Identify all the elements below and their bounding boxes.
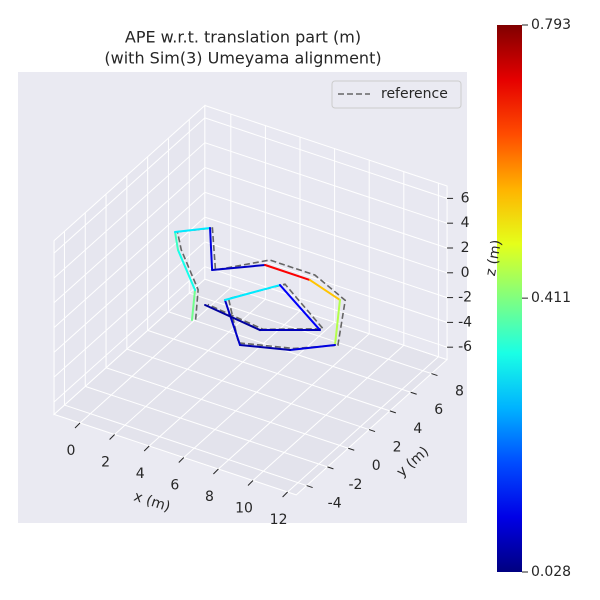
y-tick-label: 8 [455, 384, 464, 400]
grid-line [204, 216, 448, 299]
x-tick-label: 10 [235, 501, 253, 517]
grid-line [168, 311, 411, 393]
grid-line [287, 356, 439, 493]
tick-mark [282, 491, 288, 498]
y-tick-label: -4 [328, 496, 342, 512]
tick-mark [143, 445, 150, 452]
trajectory-segment [223, 284, 281, 301]
grid-line [53, 142, 206, 279]
grid-line [252, 344, 405, 481]
x-tick-label: 6 [170, 478, 179, 494]
grid-line [204, 266, 448, 348]
tick-mark [410, 391, 417, 395]
trajectory-segment [177, 248, 197, 292]
y-tick-label: 2 [393, 440, 402, 456]
grid-line [53, 117, 206, 254]
grid-line [148, 310, 301, 447]
grid-line [126, 348, 370, 431]
z-tick-label: 0 [461, 265, 470, 281]
reference-line [176, 227, 347, 350]
y-tick-label: 0 [372, 458, 381, 474]
grid-line [79, 287, 232, 424]
colorbar-tick-label: 0.028 [531, 564, 571, 580]
grid-line [218, 333, 370, 470]
tick-mark [348, 447, 355, 451]
tick-mark [213, 468, 219, 475]
trajectory-segment [264, 263, 311, 282]
grid-line [85, 385, 328, 468]
chart-subtitle: (with Sim(3) Umeyama alignment) [104, 49, 381, 68]
tick-mark [368, 429, 376, 433]
z-tick-label: -4 [458, 314, 472, 330]
tick-mark [109, 434, 115, 440]
colorbar-tick-label: 0.793 [531, 17, 571, 33]
tick-mark [431, 373, 438, 377]
trajectory-segment [174, 230, 179, 251]
trajectory-segment [209, 227, 214, 272]
y-tick-label: 4 [413, 421, 422, 437]
legend-box [331, 80, 462, 109]
colorbar [497, 25, 522, 572]
chart-title: APE w.r.t. translation part (m) [125, 28, 361, 47]
z-tick-label: 4 [461, 215, 470, 231]
grid-line [53, 266, 206, 403]
grid-line [105, 367, 349, 449]
x-tick-label: 2 [101, 455, 110, 471]
x-tick-label: 4 [136, 466, 145, 482]
trajectory-segment [223, 298, 241, 346]
trajectory-segment [204, 304, 261, 332]
grid-line [53, 241, 206, 378]
grid-line [189, 292, 432, 375]
legend-label: reference [381, 86, 448, 102]
z-tick-label: -2 [458, 290, 472, 306]
grid-line [53, 167, 206, 304]
trajectory-segment [238, 343, 292, 352]
colorbar-tick-label: 0.411 [531, 290, 571, 306]
x-tick-label: 12 [270, 512, 288, 528]
tick-mark [247, 480, 254, 486]
y-tick-label: -2 [348, 477, 362, 493]
trajectory-segment [211, 263, 267, 272]
tick-mark [178, 457, 185, 463]
trajectory-segment [190, 289, 197, 321]
tick-mark [74, 422, 81, 429]
trajectory-segment [174, 227, 212, 233]
z-axis-label: z (m) [483, 239, 505, 278]
z-tick-label: 6 [461, 190, 470, 206]
trajectory-segment [308, 279, 341, 301]
x-tick-label: 0 [67, 443, 76, 459]
grid-line [204, 167, 448, 249]
grid-line [64, 404, 307, 487]
y-tick-label: 6 [434, 402, 443, 418]
tick-mark [327, 466, 334, 470]
grid-line [183, 321, 335, 458]
grid-line [147, 329, 391, 412]
tick-mark [389, 410, 397, 414]
grid-line [204, 117, 448, 199]
z-tick-label: -6 [458, 339, 472, 355]
grid-line [204, 142, 448, 224]
tick-mark [306, 485, 313, 489]
trajectory-segment [278, 284, 321, 332]
trajectory-segment [334, 298, 341, 347]
grid-line [53, 191, 206, 328]
grid-line [204, 241, 448, 323]
z-tick-label: 2 [461, 240, 470, 256]
grid-line [204, 191, 448, 274]
x-tick-label: 8 [205, 489, 214, 505]
trajectory-segment [289, 344, 337, 352]
